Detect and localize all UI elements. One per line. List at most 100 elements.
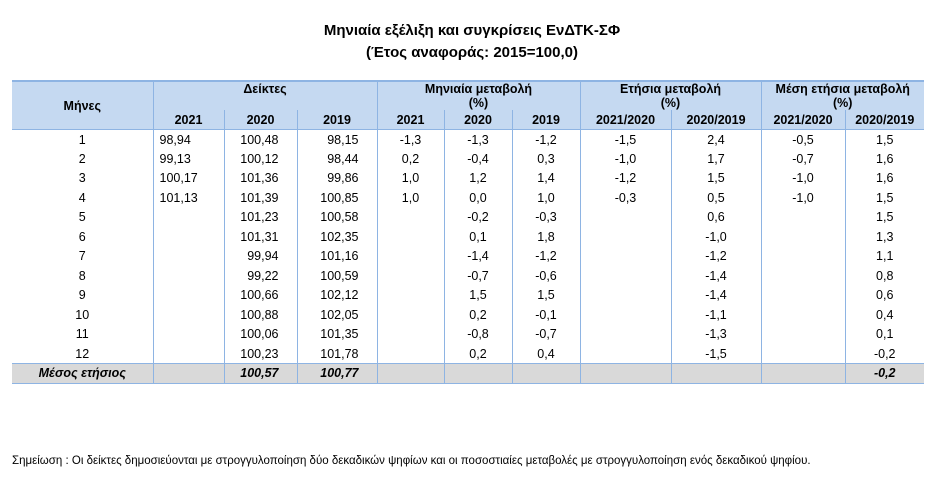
value-cell: -0,4 bbox=[444, 149, 513, 169]
value-cell: -0,5 bbox=[761, 129, 846, 149]
value-cell: 0,6 bbox=[671, 207, 762, 227]
value-cell bbox=[580, 207, 672, 227]
value-cell: 1,6 bbox=[876, 151, 894, 166]
value-cell: 1,5 bbox=[876, 132, 894, 147]
value-cell bbox=[761, 207, 846, 227]
value-cell: -1,0 bbox=[671, 227, 762, 247]
table-subtitle: (Έτος αναφοράς: 2015=100,0) bbox=[366, 44, 578, 61]
value-cell: 0,1 bbox=[444, 227, 513, 247]
value-cell bbox=[377, 246, 445, 266]
value-cell: 100,85 bbox=[297, 188, 378, 208]
header-monthly-change-unit: (%) bbox=[468, 96, 489, 110]
value-cell bbox=[153, 285, 225, 305]
header-sub: 2020/2019 bbox=[845, 110, 924, 130]
header-monthly-change-label: Μηνιαία μεταβολή bbox=[424, 82, 533, 96]
value-cell bbox=[580, 344, 672, 364]
table-row: 6 101,31 102,35 0,1 1,8 -1,0 1,3 bbox=[12, 227, 924, 247]
value-cell: -1,5 bbox=[671, 344, 762, 364]
month-cell: 3 bbox=[12, 168, 154, 188]
month-cell: 9 bbox=[12, 285, 154, 305]
value-cell bbox=[377, 324, 445, 344]
value-cell: 100,23 bbox=[224, 344, 298, 364]
value-cell bbox=[761, 246, 846, 266]
value-cell bbox=[444, 363, 513, 384]
table-row: 7 99,94 101,16 -1,4 -1,2 -1,2 1,1 bbox=[12, 246, 924, 266]
month-cell: 12 bbox=[12, 344, 154, 364]
value-cell: -1,3 bbox=[671, 324, 762, 344]
value-cell bbox=[153, 246, 225, 266]
value-cell bbox=[580, 305, 672, 325]
value-cell: 100,58 bbox=[297, 207, 378, 227]
month-cell: 7 bbox=[12, 246, 154, 266]
value-cell: 101,36 bbox=[224, 168, 298, 188]
header-indices: Δείκτες bbox=[153, 80, 378, 110]
header-annual-change-unit: (%) bbox=[660, 96, 681, 110]
value-cell: 1,0 bbox=[377, 188, 445, 208]
value-cell bbox=[761, 344, 846, 364]
value-cell: 1,5 bbox=[876, 210, 894, 225]
value-cell: -0,7 bbox=[444, 266, 513, 286]
value-cell: 1,4 bbox=[512, 168, 581, 188]
value-cell bbox=[761, 363, 846, 384]
footnote: Σημείωση : Οι δείκτες δημοσιεύονται με σ… bbox=[12, 455, 811, 467]
table-row: 9 100,66 102,12 1,5 1,5 -1,4 0,6 bbox=[12, 285, 924, 305]
value-cell: 101,13 bbox=[153, 188, 225, 208]
table-row: 8 99,22 100,59 -0,7 -0,6 -1,4 0,8 bbox=[12, 266, 924, 286]
value-cell: 0,4 bbox=[512, 344, 581, 364]
header-sub: 2021 bbox=[377, 110, 445, 130]
value-cell bbox=[377, 285, 445, 305]
value-cell: 100,88 bbox=[224, 305, 298, 325]
value-cell: -0,6 bbox=[512, 266, 581, 286]
value-cell: 99,22 bbox=[224, 266, 298, 286]
month-cell: 5 bbox=[12, 207, 154, 227]
value-cell: 2,4 bbox=[671, 129, 762, 149]
header-annual-change: Ετήσια μεταβολή (%) bbox=[580, 80, 762, 110]
value-cell: 1,5 bbox=[444, 285, 513, 305]
value-cell bbox=[377, 363, 445, 384]
value-cell: -0,2 bbox=[873, 346, 896, 361]
value-cell bbox=[761, 266, 846, 286]
header-sub: 2019 bbox=[512, 110, 581, 130]
header-avg-annual-change-unit: (%) bbox=[833, 96, 853, 110]
average-label: Μέσος ετήσιος bbox=[12, 363, 154, 384]
value-cell bbox=[377, 344, 445, 364]
value-cell: -0,1 bbox=[512, 305, 581, 325]
value-cell: -1,5 bbox=[580, 129, 672, 149]
value-cell bbox=[153, 207, 225, 227]
value-cell: 1,5 bbox=[512, 285, 581, 305]
value-cell bbox=[671, 363, 762, 384]
value-cell: -0,7 bbox=[761, 149, 846, 169]
value-cell: -1,0 bbox=[761, 168, 846, 188]
value-cell: 1,0 bbox=[512, 188, 581, 208]
value-cell bbox=[377, 305, 445, 325]
value-cell bbox=[153, 324, 225, 344]
value-cell: 0,2 bbox=[377, 149, 445, 169]
value-cell: 1,8 bbox=[512, 227, 581, 247]
value-cell bbox=[580, 285, 672, 305]
header-annual-change-label: Ετήσια μεταβολή bbox=[619, 82, 722, 96]
header-row-years: 2021 2020 2019 2021 2020 2019 2021/2020 … bbox=[12, 110, 924, 130]
header-avg-annual-change: Μέση ετήσια μεταβολή (%) bbox=[761, 80, 924, 110]
value-cell: 1,3 bbox=[876, 229, 894, 244]
header-monthly-change: Μηνιαία μεταβολή (%) bbox=[377, 80, 581, 110]
value-cell: 101,39 bbox=[224, 188, 298, 208]
value-cell: 101,16 bbox=[297, 246, 378, 266]
header-row-groups: Μήνες Δείκτες Μηνιαία μεταβολή (%) Ετήσι… bbox=[12, 80, 924, 130]
value-cell: -1,4 bbox=[671, 266, 762, 286]
month-cell: 8 bbox=[12, 266, 154, 286]
value-cell: 100,17 bbox=[153, 168, 225, 188]
month-cell: 10 bbox=[12, 305, 154, 325]
value-cell: 1,0 bbox=[377, 168, 445, 188]
table-row: 2 99,13 100,12 98,44 0,2 -0,4 0,3 -1,0 1,7 -0,7 1,… bbox=[12, 149, 924, 169]
value-cell: 1,5 bbox=[876, 190, 894, 205]
value-cell: 99,94 bbox=[224, 246, 298, 266]
value-cell: 100,66 bbox=[224, 285, 298, 305]
value-cell: 99,86 bbox=[297, 168, 378, 188]
value-cell bbox=[761, 305, 846, 325]
month-cell: 4 bbox=[12, 188, 154, 208]
value-cell: 101,78 bbox=[297, 344, 378, 364]
value-cell bbox=[580, 324, 672, 344]
average-row: Μέσος ετήσιος 100,57 100,77 -0,2 bbox=[12, 363, 924, 384]
value-cell bbox=[761, 285, 846, 305]
table-title: Μηνιαία εξέλιξη και συγκρίσεις ΕνΔΤΚ-ΣΦ bbox=[323, 22, 621, 39]
